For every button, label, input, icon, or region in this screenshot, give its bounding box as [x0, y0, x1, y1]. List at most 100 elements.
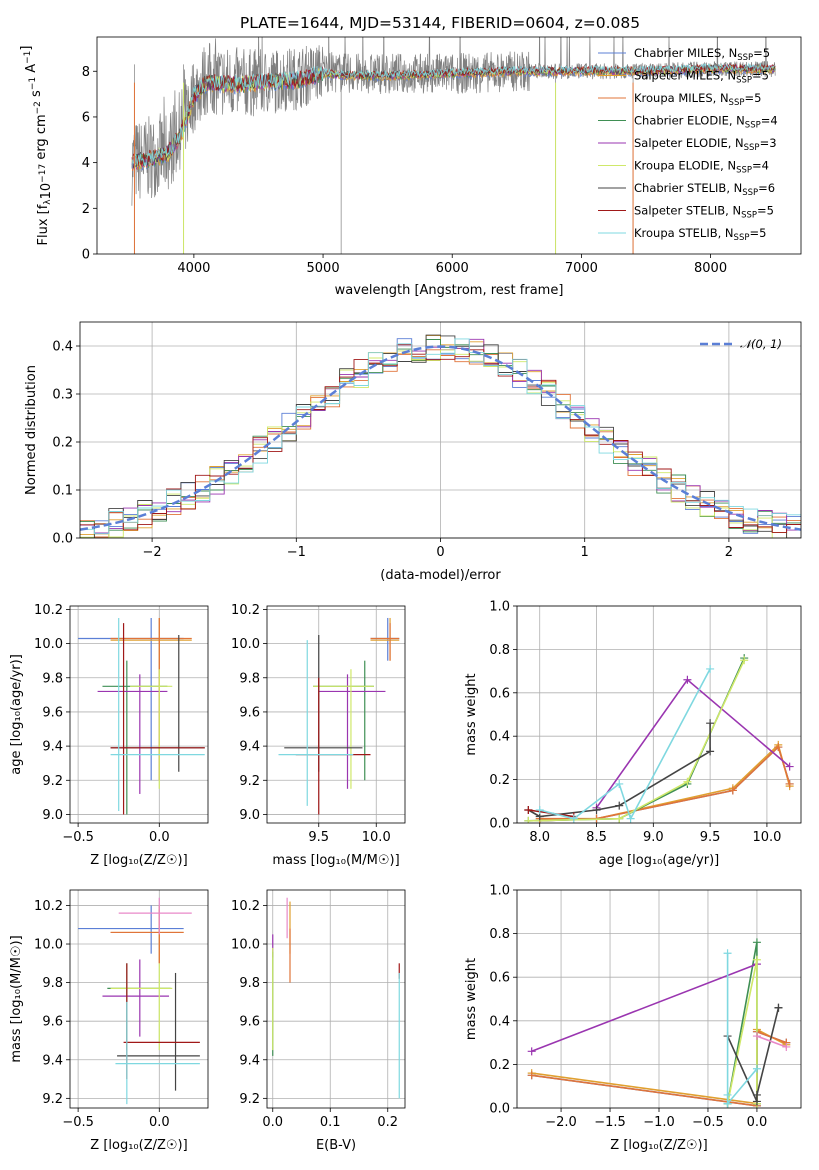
y-tick-label: 0.0 [489, 1102, 510, 1117]
x-axis-label: Z [log₁₀(Z/Z☉)] [90, 1138, 187, 1153]
x-tick-label: 9.5 [308, 830, 329, 845]
age-vs-Z-panel: −0.5 0.0 9.0 9.2 9.4 9.6 9.8 10.0 10.2 Z [log₁₀(Z… [9, 603, 209, 868]
x-tick-label: 6000 [436, 261, 469, 276]
legend-label: Salpeter ELODIE, NSSP=3 [634, 136, 777, 153]
y-axis-label: age [log₁₀(age/yr)] [9, 654, 24, 775]
age-vs-mass-panel: 9.5 10.0 9.0 9.2 9.4 9.6 9.8 10.0 10.2 mass [log₁… [231, 603, 406, 868]
y-tick-label: 10.2 [231, 603, 260, 618]
weight-marker [524, 816, 533, 823]
weight-line [528, 723, 711, 818]
model-spectrum [131, 62, 776, 169]
axes-frame [266, 605, 406, 824]
y-tick-label: 0.2 [52, 436, 73, 451]
x-tick-label: 0.0 [149, 830, 170, 845]
mass-vs-Z-panel: −0.5 0.0 9.2 9.4 9.6 9.8 10.0 10.2 Z [log₁₀(Z/Z☉… [9, 889, 209, 1153]
y-tick-label: 9.4 [42, 740, 63, 755]
y-tick-label: 9.2 [239, 774, 260, 789]
y-tick-label: 0.2 [489, 773, 510, 788]
weight-line [539, 745, 791, 822]
y-tick-label: 8 [82, 65, 90, 80]
x-tick-label: −0.5 [692, 1115, 724, 1130]
y-tick-label: 9.2 [42, 1092, 63, 1107]
weight-line [528, 659, 745, 822]
y-tick-label: 10.2 [34, 899, 63, 914]
normal-curve [80, 345, 801, 531]
y-tick-label: 10.2 [231, 899, 260, 914]
x-tick-label: 9.5 [700, 830, 721, 845]
y-tick-label: 0.0 [52, 532, 73, 547]
y-tick-label: 9.0 [42, 808, 63, 823]
x-axis-label: wavelength [Angstrom, rest frame] [335, 283, 564, 298]
x-axis-label: Z [log₁₀(Z/Z☉)] [610, 1138, 707, 1153]
y-tick-label: 4 [82, 156, 90, 171]
x-tick-label: 0.0 [262, 1115, 283, 1130]
y-tick-label: 9.6 [239, 1015, 260, 1030]
x-tick-label: −0.5 [62, 1115, 94, 1130]
residual-histogram [80, 334, 801, 538]
weight-marker [782, 1042, 791, 1051]
y-tick-label: 0.4 [489, 1014, 510, 1029]
mass-weight-vs-age-panel: 8.0 8.5 9.0 9.5 10.0 0.0 0.2 0.4 0.6 0.8 1.0 age [l… [464, 600, 802, 868]
x-axis-label: Z [log₁₀(Z/Z☉)] [90, 853, 187, 868]
y-tick-label: 10.0 [231, 938, 260, 953]
y-tick-label: 0.0 [489, 817, 510, 832]
weight-marker [527, 1071, 536, 1080]
legend-label: Chabrier ELODIE, NSSP=4 [634, 114, 778, 131]
y-tick-label: 9.8 [239, 671, 260, 686]
weight-marker [752, 938, 761, 947]
legend-label: Kroupa ELODIE, NSSP=4 [634, 159, 769, 176]
y-axis-label: mass weight [464, 673, 479, 755]
x-tick-label: 0.1 [320, 1115, 341, 1130]
legend-label: 𝒩(0, 1) [740, 337, 782, 351]
x-tick-label: 5000 [307, 261, 340, 276]
weight-marker [615, 801, 624, 810]
x-axis-label: E(B-V) [316, 1138, 356, 1153]
weight-marker [706, 747, 715, 756]
legend-label: Salpeter STELIB, NSSP=5 [634, 204, 774, 221]
x-axis-label: age [log₁₀(age/yr)] [599, 853, 720, 868]
weight-marker [752, 1064, 761, 1073]
weight-line [595, 678, 791, 809]
weight-marker [752, 1032, 761, 1041]
x-tick-label: 0.0 [747, 1115, 768, 1130]
weight-line [528, 657, 745, 822]
x-tick-label: 7000 [565, 261, 598, 276]
weight-line [726, 959, 758, 1104]
weight-marker [752, 1090, 761, 1099]
y-axis-label: Normed distribution [24, 365, 39, 495]
y-axis-label: Flux [fλ10−17 erg cm−2 s−1 A−1] [19, 46, 54, 246]
y-tick-label: 0.4 [52, 340, 73, 355]
y-tick-label: 0.2 [489, 1058, 510, 1073]
mass-weight-vs-age-plot-area [524, 654, 794, 823]
y-tick-label: 9.4 [42, 1053, 63, 1068]
age-vs-mass-plot-area [278, 617, 400, 815]
weight-marker [706, 719, 715, 728]
weight-marker [615, 779, 624, 788]
spectrum-legend: Chabrier MILES, NSSP=5 Salpeter MILES, NS… [598, 46, 778, 243]
y-tick-label: 10.2 [34, 603, 63, 618]
weight-marker [723, 1090, 732, 1099]
y-tick-label: 9.8 [42, 671, 63, 686]
x-tick-label: 8.0 [529, 830, 550, 845]
residual-histogram [80, 349, 801, 538]
weight-marker [752, 955, 761, 964]
x-axis-label: (data-model)/error [380, 568, 501, 583]
x-tick-label: 10.0 [752, 830, 781, 845]
y-tick-label: 9.2 [42, 774, 63, 789]
weight-marker [683, 675, 692, 684]
legend-label: Chabrier MILES, NSSP=5 [634, 46, 770, 63]
weight-line [539, 745, 791, 820]
weight-line [726, 953, 758, 1106]
weight-marker [728, 786, 737, 795]
weight-marker [535, 805, 544, 814]
residuals-plot-area [80, 334, 801, 538]
weight-marker [524, 805, 533, 814]
x-tick-label: 10.0 [362, 830, 391, 845]
legend-label: Kroupa STELIB, NSSP=5 [634, 226, 766, 243]
model-spectrum [131, 63, 776, 169]
x-tick-label: −1 [287, 545, 306, 560]
x-tick-label: 4000 [177, 261, 210, 276]
mass-vs-Z-plot-area [78, 897, 200, 1105]
residual-histogram [80, 338, 801, 534]
y-tick-label: 0.4 [489, 730, 510, 745]
